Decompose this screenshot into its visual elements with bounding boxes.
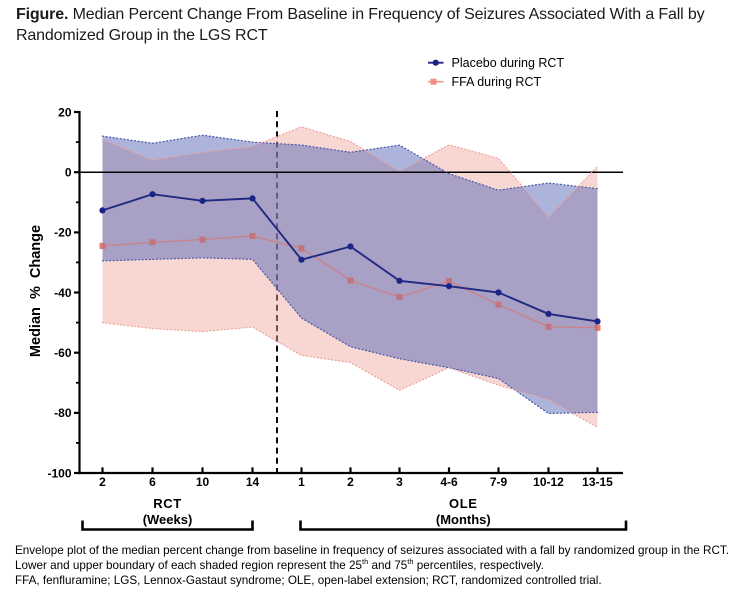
- svg-text:2: 2: [347, 475, 354, 489]
- svg-text:2: 2: [99, 475, 106, 489]
- svg-text:1: 1: [298, 475, 305, 489]
- svg-text:0: 0: [65, 166, 72, 180]
- svg-text:14: 14: [246, 475, 260, 489]
- svg-text:-20: -20: [54, 226, 72, 240]
- svg-text:10-12: 10-12: [533, 475, 564, 489]
- svg-text:-60: -60: [54, 346, 72, 360]
- svg-text:RCT: RCT: [153, 496, 182, 511]
- svg-text:4-6: 4-6: [440, 475, 458, 489]
- svg-text:13-15: 13-15: [582, 475, 613, 489]
- svg-text:-100: -100: [47, 466, 71, 480]
- svg-text:Placebo during RCT: Placebo during RCT: [452, 56, 565, 70]
- svg-text:-40: -40: [54, 286, 72, 300]
- svg-text:10: 10: [196, 475, 210, 489]
- svg-text:3: 3: [396, 475, 403, 489]
- svg-text:-80: -80: [54, 406, 72, 420]
- svg-text:OLE: OLE: [449, 496, 478, 511]
- svg-text:6: 6: [149, 475, 156, 489]
- svg-text:FFA during RCT: FFA during RCT: [452, 75, 542, 89]
- svg-text:20: 20: [58, 105, 72, 119]
- svg-text:Median % Change: Median % Change: [28, 225, 44, 357]
- svg-text:(Months): (Months): [436, 512, 491, 527]
- svg-text:(Weeks): (Weeks): [143, 512, 193, 527]
- svg-text:7-9: 7-9: [490, 475, 508, 489]
